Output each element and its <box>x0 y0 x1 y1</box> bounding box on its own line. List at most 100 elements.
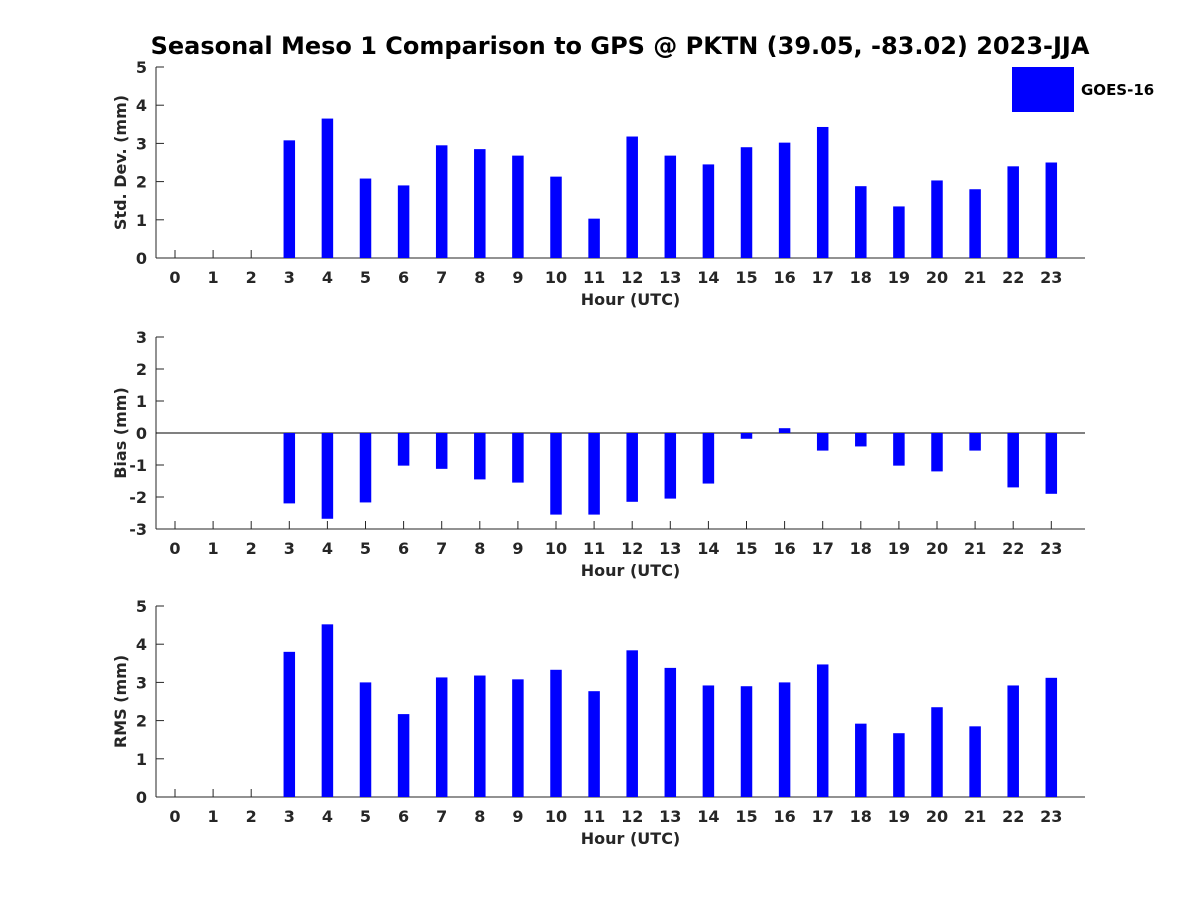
rms-x-tick-label: 4 <box>322 807 333 826</box>
std-dev-bar-hour-5 <box>359 178 372 258</box>
bias-bar-hour-7 <box>435 433 448 469</box>
std-dev-bar-hour-22 <box>1007 166 1019 258</box>
bias-bar-hour-23 <box>1045 433 1058 494</box>
std-dev-y-tick-label: 5 <box>136 58 147 77</box>
rms-bar-hour-4 <box>321 624 334 797</box>
bias-bar-hour-16 <box>778 428 791 433</box>
rms-bar-hour-22 <box>1007 685 1019 797</box>
bias-y-axis-label: Bias (mm) <box>111 387 130 479</box>
std-dev-x-tick-label: 20 <box>926 268 948 287</box>
std-dev-x-tick-label: 6 <box>398 268 409 287</box>
bias-bar-hour-13 <box>664 433 677 499</box>
bias-x-tick-label: 20 <box>926 539 948 558</box>
bias-bar-hour-6 <box>397 433 410 466</box>
rms-y-tick-label: 3 <box>136 673 147 692</box>
std-dev-bar-hour-21 <box>969 189 981 258</box>
bias-y-tick-label: 1 <box>136 392 147 411</box>
rms-x-tick-label: 16 <box>773 807 795 826</box>
std-dev-x-tick-label: 3 <box>284 268 295 287</box>
bias-x-tick-label: 11 <box>583 539 605 558</box>
bias-x-tick-label: 9 <box>512 539 523 558</box>
rms-bar-hour-19 <box>893 733 905 797</box>
bias-x-tick-label: 4 <box>322 539 333 558</box>
std-dev-y-tick-label: 3 <box>136 134 147 153</box>
std-dev-bar-hour-17 <box>816 126 829 258</box>
rms-x-axis-label: Hour (UTC) <box>581 829 681 848</box>
bias-bar-hour-10 <box>550 433 562 515</box>
figure-title: Seasonal Meso 1 Comparison to GPS @ PKTN… <box>151 32 1090 60</box>
rms-x-tick-label: 21 <box>964 807 986 826</box>
std-dev-y-axis-label: Std. Dev. (mm) <box>111 95 130 230</box>
std-dev-bar-hour-14 <box>702 164 715 258</box>
rms-y-axis-label: RMS (mm) <box>111 655 130 748</box>
bias-bar-hour-9 <box>512 433 524 483</box>
rms-y-tick-label: 4 <box>136 635 147 654</box>
rms-x-tick-label: 13 <box>659 807 681 826</box>
bias-x-tick-label: 18 <box>850 539 872 558</box>
rms-x-tick-label: 1 <box>208 807 219 826</box>
rms-x-tick-label: 20 <box>926 807 948 826</box>
bias-x-tick-label: 3 <box>284 539 295 558</box>
std-dev-bar-hour-15 <box>740 147 753 258</box>
std-dev-y-tick-label: 1 <box>136 211 147 230</box>
rms-y-tick-label: 2 <box>136 712 147 731</box>
legend: GOES-16 <box>1012 67 1154 112</box>
legend-label: GOES-16 <box>1081 81 1154 99</box>
bias-bar-hour-17 <box>816 433 829 451</box>
rms-bar-hour-23 <box>1045 677 1058 797</box>
bias-x-tick-label: 5 <box>360 539 371 558</box>
std-dev-x-tick-label: 2 <box>246 268 257 287</box>
std-dev-bar-hour-18 <box>855 186 867 258</box>
rms-x-tick-label: 3 <box>284 807 295 826</box>
rms-bar-hour-6 <box>397 714 410 797</box>
rms-x-tick-label: 7 <box>436 807 447 826</box>
rms-x-tick-label: 18 <box>850 807 872 826</box>
rms-bar-hour-18 <box>855 723 867 797</box>
std-dev-x-axis-label: Hour (UTC) <box>581 290 681 309</box>
bias-x-tick-label: 22 <box>1002 539 1024 558</box>
rms-x-tick-label: 12 <box>621 807 643 826</box>
std-dev-x-tick-label: 8 <box>474 268 485 287</box>
rms-bar-hour-20 <box>931 707 943 797</box>
bias-x-axis-label: Hour (UTC) <box>581 561 681 580</box>
bias-y-tick-label: 3 <box>136 328 147 347</box>
rms-x-tick-label: 11 <box>583 807 605 826</box>
std-dev-bar-hour-19 <box>893 206 905 258</box>
bias-x-tick-label: 0 <box>169 539 180 558</box>
std-dev-x-tick-label: 0 <box>169 268 180 287</box>
std-dev-x-tick-label: 22 <box>1002 268 1024 287</box>
std-dev-y-tick-label: 0 <box>136 249 147 268</box>
bias-x-tick-label: 7 <box>436 539 447 558</box>
bias-y-tick-label: -3 <box>129 520 147 539</box>
bias-x-tick-label: 6 <box>398 539 409 558</box>
std-dev-x-tick-label: 23 <box>1040 268 1062 287</box>
std-dev-bar-hour-7 <box>435 145 448 258</box>
bias-x-tick-label: 21 <box>964 539 986 558</box>
rms-x-tick-label: 10 <box>545 807 567 826</box>
std-dev-bar-hour-8 <box>474 149 486 258</box>
std-dev-bar-hour-10 <box>550 176 562 258</box>
rms-x-tick-label: 8 <box>474 807 485 826</box>
std-dev-x-tick-label: 5 <box>360 268 371 287</box>
bias-x-tick-label: 14 <box>697 539 719 558</box>
legend-swatch <box>1012 67 1074 112</box>
std-dev-x-tick-label: 16 <box>773 268 795 287</box>
std-dev-y-tick-label: 4 <box>136 96 147 115</box>
std-dev-bar-hour-11 <box>588 218 600 258</box>
bias-x-tick-label: 12 <box>621 539 643 558</box>
std-dev-bar-hour-16 <box>778 142 791 258</box>
std-dev-bar-hour-6 <box>397 185 410 258</box>
rms-x-tick-label: 0 <box>169 807 180 826</box>
rms-bar-hour-14 <box>702 685 715 797</box>
std-dev-x-tick-label: 18 <box>850 268 872 287</box>
std-dev-bar-hour-23 <box>1045 162 1058 258</box>
std-dev-x-tick-label: 14 <box>697 268 719 287</box>
std-dev-x-tick-label: 4 <box>322 268 333 287</box>
rms-bar-hour-7 <box>435 677 448 797</box>
rms-bar-hour-9 <box>512 679 524 797</box>
bias-bar-hour-22 <box>1007 433 1019 488</box>
rms-y-tick-label: 0 <box>136 788 147 807</box>
